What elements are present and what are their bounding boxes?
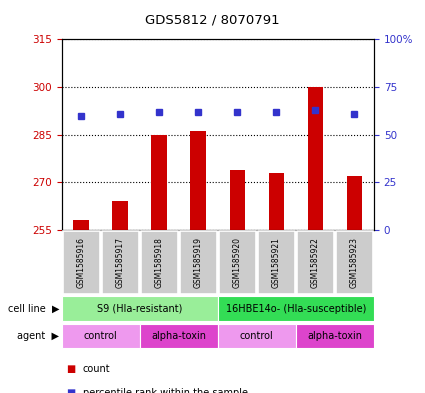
Bar (102, 231, 139, 294)
Text: GSM1585916: GSM1585916 (76, 237, 86, 288)
Bar (74, 220, 89, 230)
Bar (219, 231, 256, 294)
Bar (140, 324, 218, 349)
Text: S9 (Hla-resistant): S9 (Hla-resistant) (97, 303, 182, 314)
Bar (308, 87, 323, 230)
Text: GSM1585919: GSM1585919 (194, 237, 203, 288)
Bar (218, 296, 374, 321)
Bar (151, 134, 167, 230)
Bar (258, 231, 295, 294)
Text: GSM1585918: GSM1585918 (155, 237, 164, 288)
Bar (190, 131, 206, 230)
Bar (347, 176, 362, 230)
Text: alpha-toxin: alpha-toxin (151, 331, 206, 341)
Bar (180, 231, 217, 294)
Text: ■: ■ (66, 388, 75, 393)
Text: control: control (240, 331, 274, 341)
Bar (218, 324, 296, 349)
Text: GSM1585922: GSM1585922 (311, 237, 320, 288)
Bar (141, 231, 178, 294)
Text: cell line  ▶: cell line ▶ (8, 303, 60, 314)
Bar (230, 169, 245, 230)
Text: GDS5812 / 8070791: GDS5812 / 8070791 (145, 14, 280, 27)
Text: GSM1585917: GSM1585917 (116, 237, 125, 288)
Bar (62, 296, 218, 321)
Text: GSM1585920: GSM1585920 (233, 237, 242, 288)
Bar (296, 324, 374, 349)
Bar (269, 173, 284, 230)
Text: agent  ▶: agent ▶ (17, 331, 60, 341)
Text: GSM1585921: GSM1585921 (272, 237, 281, 288)
Text: ■: ■ (66, 364, 75, 375)
Bar (336, 231, 373, 294)
Bar (112, 201, 128, 230)
Text: 16HBE14o- (Hla-susceptible): 16HBE14o- (Hla-susceptible) (226, 303, 366, 314)
Text: percentile rank within the sample: percentile rank within the sample (83, 388, 248, 393)
Text: count: count (83, 364, 110, 375)
Bar (62, 324, 140, 349)
Text: alpha-toxin: alpha-toxin (307, 331, 363, 341)
Text: GSM1585923: GSM1585923 (350, 237, 359, 288)
Bar (297, 231, 334, 294)
Bar (63, 231, 99, 294)
Text: control: control (84, 331, 118, 341)
